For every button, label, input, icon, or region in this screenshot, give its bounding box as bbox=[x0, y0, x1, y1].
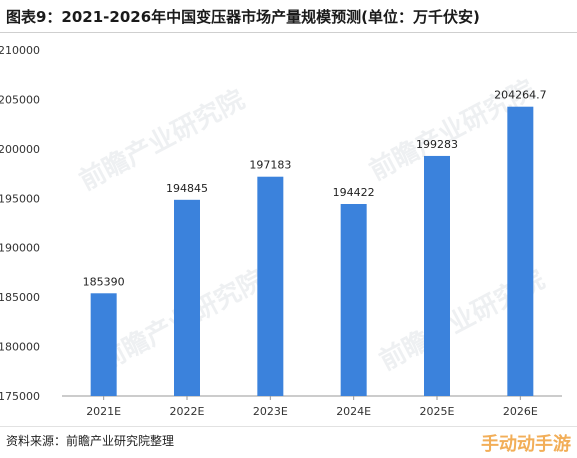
source-note: 资料来源：前瞻产业研究院整理 bbox=[6, 434, 175, 448]
y-tick-label: 205000 bbox=[0, 93, 40, 106]
corner-watermark: 手动动手游 bbox=[481, 434, 571, 455]
footer-divider bbox=[0, 426, 577, 427]
data-label: 194422 bbox=[333, 186, 375, 199]
chart-title: 图表9：2021-2026年中国变压器市场产量规模预测(单位：万千伏安) bbox=[6, 8, 480, 26]
bar bbox=[257, 176, 284, 396]
x-tick-label: 2026E bbox=[503, 405, 538, 418]
bar bbox=[507, 106, 534, 396]
data-label: 197183 bbox=[249, 159, 291, 172]
y-tick-label: 195000 bbox=[0, 192, 40, 205]
x-tick-label: 2022E bbox=[170, 405, 205, 418]
bar bbox=[174, 199, 200, 396]
data-label: 204264.7 bbox=[494, 89, 547, 102]
data-label: 194845 bbox=[166, 182, 208, 195]
y-tick-label: 185000 bbox=[0, 291, 40, 304]
y-tick-label: 175000 bbox=[0, 390, 40, 403]
y-tick-label: 210000 bbox=[0, 44, 40, 57]
x-tick-label: 2024E bbox=[336, 405, 371, 418]
bar bbox=[90, 293, 117, 396]
bar bbox=[340, 203, 367, 396]
x-tick-label: 2025E bbox=[420, 405, 455, 418]
data-label: 185390 bbox=[83, 275, 125, 288]
bar bbox=[424, 155, 450, 396]
x-tick-label: 2021E bbox=[86, 405, 121, 418]
bar-chart: 175000 180000 185000 190000 195000 200000 2050… bbox=[0, 44, 562, 418]
title-divider bbox=[0, 32, 577, 33]
y-tick-label: 200000 bbox=[0, 143, 40, 156]
x-tick-label: 2023E bbox=[253, 405, 288, 418]
y-tick-label: 190000 bbox=[0, 242, 40, 255]
data-label: 199283 bbox=[416, 138, 458, 151]
y-tick-label: 180000 bbox=[0, 341, 40, 354]
